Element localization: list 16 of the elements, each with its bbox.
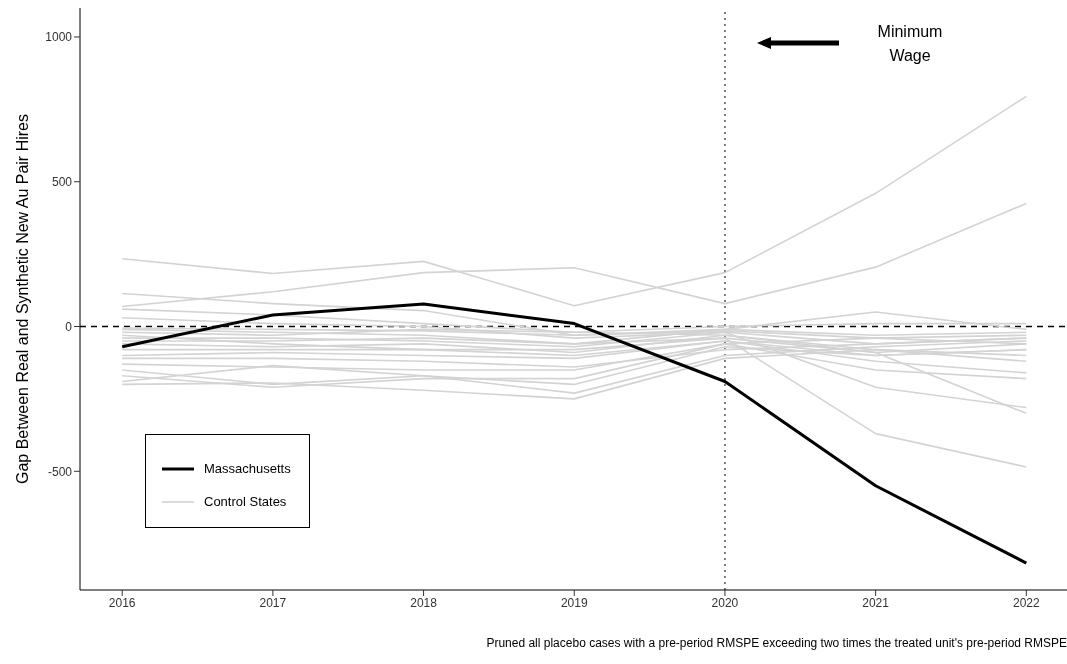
- x-tick-label: 2022: [1012, 595, 1040, 610]
- y-tick-label: -500: [47, 464, 73, 479]
- y-axis-title: Gap Between Real and Synthetic New Au Pair Hires: [13, 114, 31, 484]
- x-tick-label: 2019: [560, 595, 588, 610]
- x-tick-label: 2018: [410, 595, 438, 610]
- x-tick-label: 2020: [711, 595, 739, 610]
- text: Pruned all placebo cases with a pre-period RMSPE exceeding two times the treated unit's pre-period RMSPE: [485, 636, 1067, 650]
- y-tick-label: 0: [65, 319, 73, 334]
- y-tick-label: 500: [51, 174, 73, 189]
- legend-label: Control States: [204, 494, 287, 509]
- legend-label: Massachusetts: [204, 461, 291, 476]
- x-tick-label: 2016: [108, 595, 136, 610]
- x-tick-label: 2021: [862, 595, 890, 610]
- x-tick-label: 2017: [259, 595, 287, 610]
- annotation: Minimum Wage: [876, 22, 944, 66]
- y-tick-label: 1000: [45, 30, 73, 45]
